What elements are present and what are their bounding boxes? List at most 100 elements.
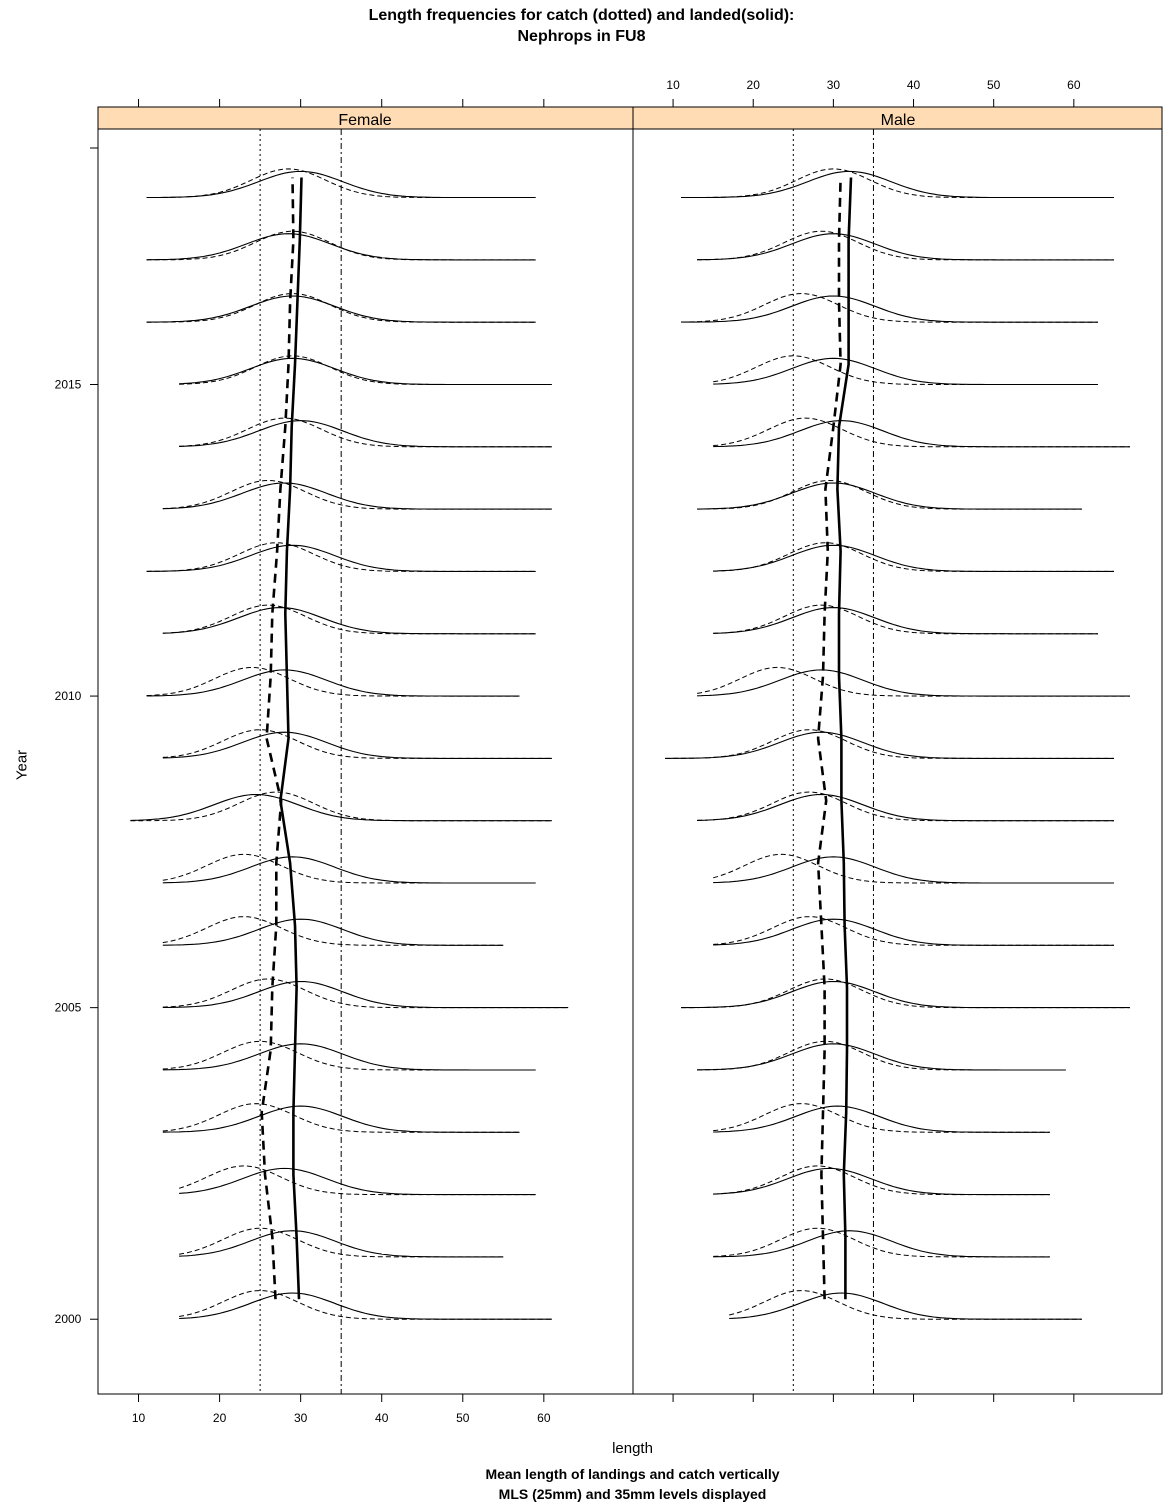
- landed-curve-2002: [713, 1167, 1050, 1196]
- y-tick-label: 2015: [55, 377, 82, 391]
- catch-curve-2017: [697, 230, 1114, 261]
- catch-curve-2001: [713, 1227, 1050, 1258]
- landed-curve-2011: [162, 607, 536, 635]
- landed-curve-2007: [162, 856, 536, 884]
- landed-curve-2016: [681, 295, 1098, 323]
- y-axis-label: Year: [13, 749, 31, 781]
- x-tick-label: 40: [375, 1411, 389, 1425]
- landed-curve-2010: [146, 669, 520, 697]
- x-tick-label: 60: [1067, 78, 1081, 92]
- landed-curve-2018: [146, 170, 536, 199]
- x-axis-label: length: [612, 1440, 653, 1457]
- landed-curve-2000: [179, 1292, 552, 1320]
- landed-curve-2009: [665, 731, 1114, 759]
- catch-curve-2016: [681, 292, 1098, 323]
- y-tick-label: 2005: [55, 1001, 82, 1015]
- x-tick-label: 30: [294, 1411, 308, 1425]
- catch-curve-2014: [179, 417, 552, 448]
- chart-title-line2: Nephrops in FU8: [517, 28, 646, 45]
- catch-curve-2000: [179, 1290, 552, 1320]
- landed-curve-2012: [713, 544, 1114, 572]
- catch-curve-2011: [713, 604, 1098, 635]
- landed-curve-2017: [697, 233, 1114, 261]
- catch-curve-2007: [713, 853, 1114, 884]
- landed-curve-2012: [146, 544, 536, 572]
- landed-curve-2018: [681, 170, 1114, 199]
- catch-curve-2007: [162, 853, 536, 884]
- catch-curve-2003: [162, 1103, 520, 1133]
- catch-curve-2016: [146, 292, 536, 323]
- catch-curve-2000: [729, 1290, 1082, 1320]
- x-tick-label: 50: [456, 1411, 470, 1425]
- landed-curve-2000: [729, 1292, 1082, 1320]
- landed-curve-2007: [713, 856, 1114, 884]
- x-tick-label: 20: [747, 78, 761, 92]
- landed-curve-2002: [179, 1167, 536, 1196]
- landed-curve-2005: [162, 980, 569, 1009]
- catch-curve-2002: [178, 1165, 536, 1196]
- landed-curve-2016: [146, 295, 536, 323]
- catch-curve-2009: [665, 729, 1114, 759]
- landed-curve-2011: [713, 607, 1098, 635]
- landed-curve-2004: [697, 1043, 1066, 1071]
- catch-curve-2012: [146, 542, 536, 572]
- x-tick-label: 10: [132, 1411, 146, 1425]
- landed-curve-2005: [681, 980, 1130, 1009]
- catch-curve-2013: [162, 479, 552, 510]
- catch-curve-2008: [697, 791, 1114, 822]
- landed-curve-2009: [162, 731, 552, 759]
- landed-curve-2006: [713, 918, 1114, 946]
- catch-curve-2017: [146, 230, 536, 261]
- landed-curve-2010: [697, 669, 1130, 697]
- mean-landed-line-female: [279, 177, 303, 1300]
- chart-title-line1: Length frequencies for catch (dotted) an…: [368, 7, 795, 24]
- landed-curve-2004: [162, 1043, 536, 1071]
- catch-curve-2013: [697, 479, 1082, 510]
- catch-curve-2001: [179, 1227, 504, 1258]
- mean-catch-line-male: [816, 177, 842, 1300]
- x-tick-label: 10: [666, 78, 680, 92]
- catch-curve-2015: [179, 355, 552, 385]
- catch-curve-2010: [146, 666, 520, 697]
- catch-curve-2012: [713, 542, 1114, 572]
- catch-curve-2003: [713, 1103, 1050, 1133]
- catch-curve-2009: [162, 729, 552, 759]
- landed-curve-2003: [713, 1105, 1050, 1133]
- panel-label-female: Female: [338, 112, 391, 129]
- x-tick-label: 60: [537, 1411, 551, 1425]
- x-tick-label: 20: [213, 1411, 227, 1425]
- catch-curve-2004: [697, 1040, 1066, 1071]
- catch-curve-2018: [681, 168, 1114, 198]
- x-tick-label: 40: [907, 78, 921, 92]
- panel-label-male: Male: [881, 112, 916, 129]
- landed-curve-2015: [713, 357, 1098, 386]
- catch-curve-2008: [130, 791, 552, 822]
- mean-landed-line-male: [836, 177, 853, 1300]
- landed-curve-2013: [162, 482, 552, 510]
- landed-curve-2014: [713, 420, 1130, 448]
- landed-curve-2008: [697, 793, 1114, 822]
- mean-catch-line-female: [260, 177, 295, 1300]
- landed-curve-2006: [162, 918, 504, 946]
- y-tick-label: 2000: [55, 1312, 82, 1326]
- caption-line1: Mean length of landings and catch vertic…: [485, 1466, 780, 1482]
- catch-curve-2006: [713, 916, 1114, 946]
- y-tick-label: 2010: [55, 689, 82, 703]
- x-tick-label: 30: [827, 78, 841, 92]
- catch-curve-2014: [713, 417, 1130, 448]
- catch-curve-2006: [162, 916, 504, 946]
- catch-curve-2004: [162, 1040, 536, 1071]
- catch-curve-2005: [681, 978, 1130, 1009]
- landed-curve-2014: [179, 420, 552, 448]
- catch-curve-2015: [713, 355, 1098, 385]
- landed-curve-2001: [179, 1230, 504, 1258]
- caption-line2: MLS (25mm) and 35mm levels displayed: [498, 1486, 767, 1502]
- catch-curve-2002: [713, 1165, 1050, 1196]
- landed-curve-2008: [130, 793, 552, 822]
- catch-curve-2018: [146, 168, 536, 198]
- x-tick-label: 50: [987, 78, 1001, 92]
- plot-frame: [97, 106, 1163, 1395]
- catch-curve-2005: [162, 978, 569, 1009]
- landed-curve-2001: [713, 1230, 1050, 1258]
